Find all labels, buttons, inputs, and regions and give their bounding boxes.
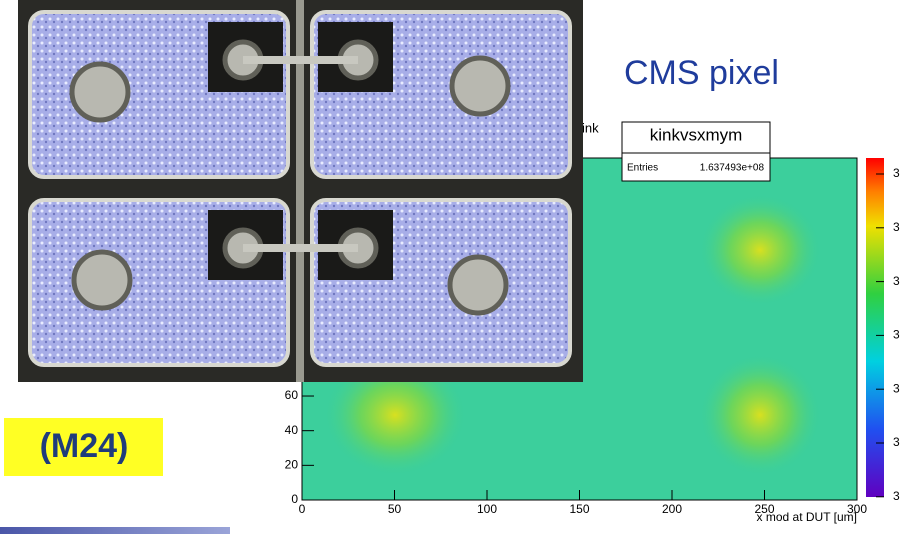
y-tick-label: 60 [285,388,299,402]
slide-title: CMS pixel [624,54,779,92]
slide-label: (M24) [40,427,129,465]
x-tick-label: 50 [388,502,402,516]
stats-title: kinkvsxmym [650,125,743,144]
z-tick-label: 3 [893,274,900,288]
z-tick-label: 3 [893,381,900,395]
z-tick-label: 3 [893,328,900,342]
entries-label: Entries [627,163,658,174]
x-tick-label: 0 [299,502,306,516]
y-tick-label: 20 [285,458,299,472]
entries-value: 1.637493e+08 [700,163,765,174]
stats-box: kinkvsxmym Entries 1.637493e+08 [622,122,770,181]
slide: CMS pixel ink kinkvsxmym Entries 1.63749… [0,0,902,534]
x-tick-label: 200 [662,502,682,516]
y-tick-label: 40 [285,423,299,437]
z-tick-label: 3 [893,435,900,449]
z-tick-label: 3 [893,489,900,503]
x-tick-label: 100 [477,502,497,516]
photo [18,0,583,382]
x-tick-label: 250 [754,502,774,516]
footer-bar [0,527,230,534]
color-scale [866,158,884,497]
z-tick-label: 3 [893,166,900,180]
y-tick-label: 0 [291,492,298,506]
hist-title: ink [582,120,599,135]
x-tick-label: 300 [847,502,867,516]
x-tick-label: 150 [569,502,589,516]
z-tick-label: 3 [893,220,900,234]
